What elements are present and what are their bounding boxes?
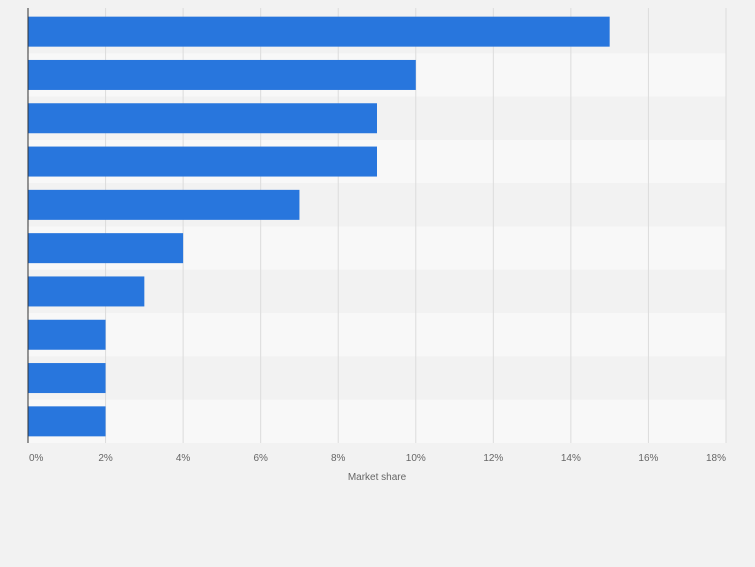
bar[interactable] xyxy=(28,146,377,177)
x-tick-labels: 0% 2% 4% 6% 8% 10% 12% 14% 16% 18% xyxy=(29,453,726,464)
x-tick-label: 4% xyxy=(176,453,191,464)
bar[interactable] xyxy=(28,103,377,134)
bar[interactable] xyxy=(28,276,145,307)
x-tick-label: 2% xyxy=(98,453,113,464)
bar[interactable] xyxy=(28,16,610,47)
row-band xyxy=(28,313,726,357)
x-tick-label: 16% xyxy=(638,453,658,464)
bar[interactable] xyxy=(28,189,300,220)
bar[interactable] xyxy=(28,59,416,90)
bar[interactable] xyxy=(28,363,106,394)
x-tick-label: 18% xyxy=(706,453,726,464)
x-tick-label: 14% xyxy=(561,453,581,464)
bar[interactable] xyxy=(28,319,106,350)
row-band xyxy=(28,356,726,400)
x-tick-label: 8% xyxy=(331,453,346,464)
x-tick-label: 6% xyxy=(253,453,268,464)
bars xyxy=(28,16,610,437)
bar[interactable] xyxy=(28,406,106,437)
x-tick-label: 0% xyxy=(29,453,44,464)
x-tick-label: 12% xyxy=(483,453,503,464)
x-axis-label: Market share xyxy=(348,472,407,483)
x-tick-label: 10% xyxy=(406,453,426,464)
row-band xyxy=(28,399,726,443)
bar[interactable] xyxy=(28,233,184,264)
